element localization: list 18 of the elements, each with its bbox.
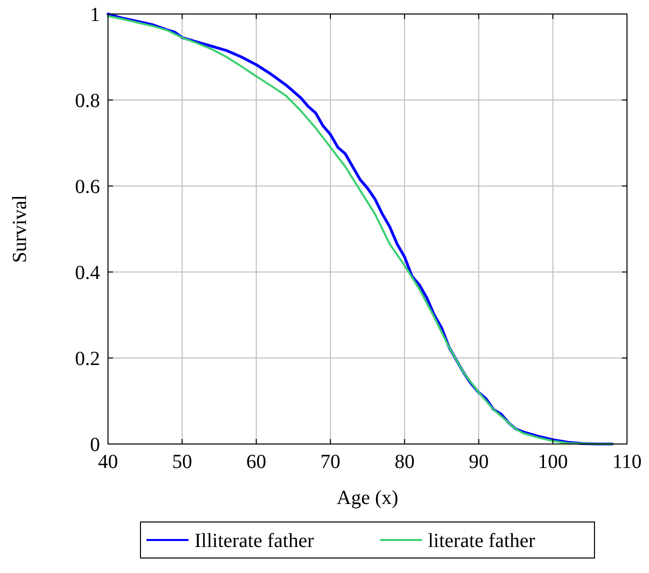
- x-tick-label: 80: [394, 451, 415, 473]
- x-tick-label: 50: [172, 451, 192, 473]
- x-tick-label: 90: [468, 451, 489, 473]
- x-tick-label: 100: [538, 451, 568, 473]
- x-tick-label: 40: [98, 451, 118, 473]
- y-tick-label: 0: [90, 434, 100, 456]
- y-tick-label: 0.4: [75, 262, 100, 284]
- x-axis-title: Age (x): [336, 487, 398, 509]
- y-tick-label: 0.8: [75, 90, 100, 112]
- y-tick-label: 0.6: [75, 176, 100, 198]
- legend-label: Illiterate father: [194, 530, 314, 552]
- x-tick-label: 60: [246, 451, 266, 473]
- y-tick-label: 0.2: [75, 348, 100, 370]
- legend-label: literate father: [428, 530, 536, 552]
- y-tick-label: 1: [90, 4, 100, 26]
- y-axis-title: Survival: [9, 194, 31, 263]
- x-tick-label: 110: [612, 451, 642, 473]
- x-tick-label: 70: [320, 451, 340, 473]
